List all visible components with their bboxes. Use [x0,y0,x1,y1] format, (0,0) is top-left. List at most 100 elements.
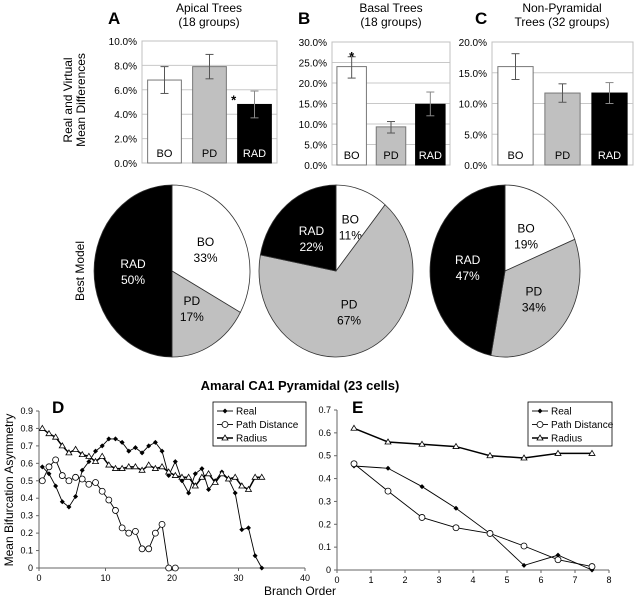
triangle-marker [184,473,193,480]
triangle-marker [231,473,239,480]
diamond-marker [86,459,92,465]
diamond-marker [259,565,265,571]
diamond-marker [222,408,228,414]
legend-label: Real [551,407,572,418]
pie-label-pd: PD [526,284,543,298]
bar-label-pd: PD [383,150,398,162]
significance-star: * [231,92,237,107]
triangle-marker [171,471,180,478]
series-line [353,463,593,568]
triangle-marker [520,454,528,461]
triangle-marker [244,485,253,492]
y-tick-label: 0.3 [20,511,33,521]
pie-percent-rad: 22% [299,240,323,254]
y-tick-label: 0.6 [318,428,331,438]
chart-title-line1: Non-Pyramidal [522,1,601,15]
diamond-marker [453,505,459,511]
triangle-marker [158,463,166,470]
series-radius [38,424,266,492]
pie-label-bo: BO [517,221,534,235]
y-tick-label: 0.0% [304,161,327,172]
bar-label-bo: BO [157,148,173,160]
bar-label-bo: BO [344,150,360,162]
series-path-distance [350,460,596,570]
circle-marker [65,477,73,485]
series-real [351,463,595,573]
y-tick-label: 0.5 [20,476,33,486]
legend-label: Path Distance [551,420,614,431]
chart-title-line2: Trees (32 groups) [515,15,610,29]
bar-bo [497,66,534,166]
diamond-marker [232,490,238,496]
significance-star: * [349,49,355,64]
y-tick-label: 0.6 [20,458,33,468]
pie-label-pd: PD [184,294,201,308]
circle-marker [418,514,426,521]
legend-label: Path Distance [236,420,299,431]
circle-marker [78,475,86,483]
diamond-marker [106,436,112,442]
pie-label-rad: RAD [299,224,325,238]
bar-chart-a: Apical Trees(18 groups) 0.0% 2.0% 4.0% 6.0% 8… [109,1,278,170]
circle-marker [151,529,159,537]
triangle-marker [211,478,219,485]
circle-marker [58,472,66,479]
diamond-marker [159,448,165,454]
bar-label-pd: PD [555,150,570,162]
diamond-marker [59,499,65,505]
triangle-marker [191,482,199,489]
y-tick-label: 10.0% [299,120,327,131]
pie-slice-bo [504,184,576,272]
x-tick-label: 30 [233,573,243,583]
y-tick-label: 0.9 [20,406,33,416]
diamond-marker [46,471,52,477]
pie-label-pd: PD [341,297,358,311]
triangle-marker [65,449,73,456]
circle-marker [520,542,528,550]
pie-percent-pd: 67% [337,313,361,327]
triangle-marker [198,473,206,480]
pie-percent-pd: 34% [522,300,546,314]
circle-marker [92,479,99,486]
x-tick-label: 5 [504,575,509,585]
circle-marker [72,473,79,481]
triangle-marker [238,482,246,489]
pie-percent-rad: 47% [456,269,480,283]
circle-marker [85,480,93,488]
x-tick-label: 0 [36,573,41,583]
y-tick-label: 0.1 [318,542,331,552]
y-tick-label: 0 [326,565,331,575]
bar-chart-b: Basal Trees(18 groups) 0.0% 5.0% 10.0% 15.0%… [299,1,451,172]
pie-chart-b: BO 11% PD 67% RAD 22% [258,184,414,358]
circle-marker [554,556,562,564]
pie-label-bo: BO [342,212,359,226]
bar-label-rad: RAD [419,150,442,162]
bar-rad [591,92,628,166]
bar-bo [336,66,367,166]
x-tick-label: 1 [368,575,373,585]
triangle-marker [418,440,426,447]
y-tick-label: 20.0% [299,79,327,90]
pie-percent-bo: 19% [514,237,538,251]
y-tick-label: 8.0% [114,61,137,72]
diamond-marker [119,439,125,445]
y-tick-label: 0 [28,563,33,573]
pie-label-rad: RAD [120,257,146,271]
y-tick-label: 10.0% [459,100,487,111]
x-tick-label: 6 [538,575,543,585]
y-tick-label: 10.0% [109,37,137,48]
triangle-marker [178,473,186,480]
circle-marker [52,456,60,464]
line-xlabel: Branch Order [264,584,336,598]
y-tick-label: 0.7 [20,441,33,451]
y-tick-label: 15.0% [459,69,487,80]
triangle-marker [58,442,66,449]
diamond-marker [126,448,132,454]
x-tick-label: 0 [334,575,339,585]
triangle-marker [105,461,113,468]
pie-percent-rad: 50% [121,273,145,287]
y-tick-label: 0.2 [20,528,33,538]
triangle-marker [145,461,153,468]
legend: Real Path Distance Radius [527,401,614,447]
y-tick-label: 5.0% [304,141,327,152]
